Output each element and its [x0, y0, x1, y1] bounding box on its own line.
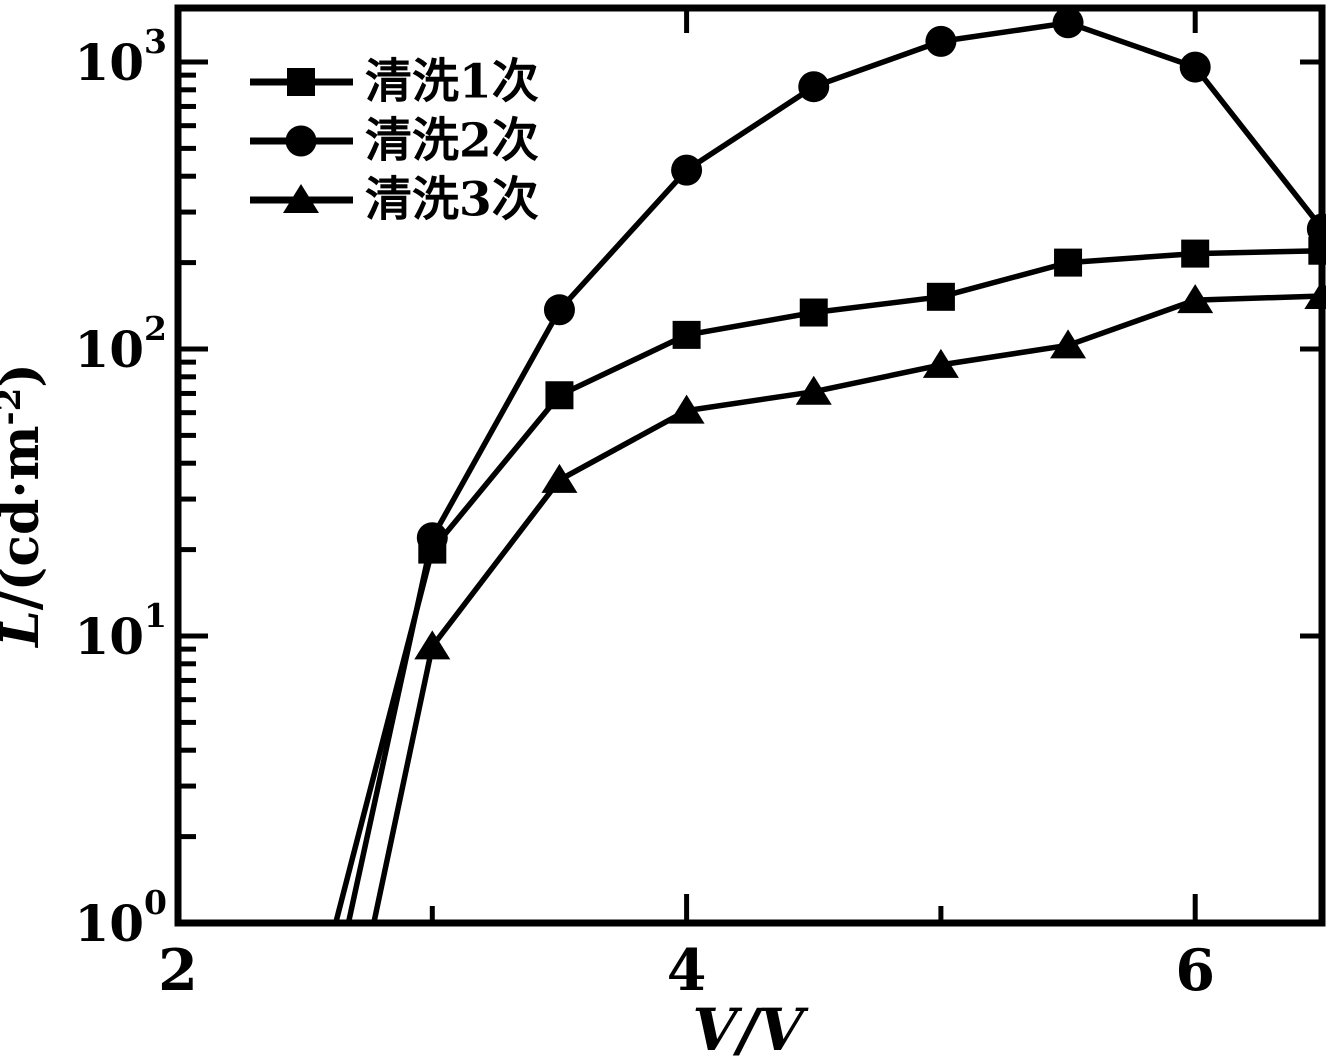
y-axis-title-part-1: /(cd·m	[0, 426, 51, 611]
legend-item-1: 清洗1次	[250, 55, 539, 110]
square-marker-legend-1	[287, 68, 315, 96]
triangle-marker-point-3-3.5	[541, 463, 578, 493]
legend-label-2: 清洗2次	[365, 114, 539, 169]
y-tick-exponent: 3	[144, 22, 167, 61]
square-marker-point-1-4	[672, 320, 701, 349]
y-tick-mantissa: 10	[74, 33, 144, 92]
y-tick-exponent: 1	[144, 596, 167, 635]
y-tick-label-2: 102	[74, 309, 167, 379]
y-tick-label-1: 101	[74, 596, 167, 666]
x-axis-title: V/V	[692, 996, 808, 1061]
triangle-marker-legend-3	[283, 184, 319, 213]
triangle-marker-point-3-4	[668, 394, 705, 424]
y-tick-mantissa: 10	[74, 894, 144, 953]
circle-marker-point-2-4.5	[798, 71, 830, 103]
y-tick-label-0: 100	[74, 883, 167, 953]
y-tick-mantissa: 10	[74, 320, 144, 379]
circle-marker-point-2-3.5	[543, 294, 575, 326]
legend-item-2: 清洗2次	[250, 114, 539, 169]
triangle-marker-point-3-3	[414, 630, 451, 660]
y-tick-exponent: 2	[144, 309, 167, 348]
y-tick-exponent: 0	[144, 883, 167, 922]
y-axis-title-part-2: -2	[0, 388, 29, 426]
series-line-1	[332, 247, 1326, 926]
triangle-marker-point-3-6	[1177, 284, 1214, 314]
x-tick-label-6: 6	[1175, 937, 1215, 1004]
circle-marker-point-2-5	[925, 25, 957, 57]
x-tick-label-4: 4	[667, 937, 707, 1004]
triangle-marker-point-3-5	[922, 348, 959, 378]
series-2-group	[345, 7, 1326, 926]
square-marker-point-1-5	[926, 282, 955, 311]
y-axis-title-part-3: )	[0, 363, 51, 388]
plot-border	[174, 4, 1326, 927]
legend-label-1: 清洗1次	[365, 55, 539, 110]
circle-marker-point-2-4	[671, 154, 703, 186]
circle-marker-point-2-3	[416, 522, 448, 554]
triangle-marker-point-3-5.5	[1050, 329, 1087, 359]
circle-marker-legend-2	[285, 125, 317, 157]
square-marker-point-1-6	[1181, 239, 1210, 268]
x-tick-label-2: 2	[158, 937, 198, 1004]
square-marker-point-1-3.5	[545, 381, 574, 410]
square-marker-point-1-4.5	[799, 298, 828, 327]
y-tick-mantissa: 10	[74, 607, 144, 666]
triangle-marker-point-3-4.5	[795, 375, 832, 405]
square-marker-point-1-5.5	[1054, 248, 1083, 277]
legend-item-3: 清洗3次	[250, 173, 539, 228]
y-tick-label-3: 103	[74, 22, 167, 92]
series-1-group	[332, 236, 1326, 926]
y-axis-title: L/(cd·m-2)	[0, 363, 51, 649]
legend-label-3: 清洗3次	[365, 173, 539, 228]
circle-marker-point-2-5.5	[1052, 7, 1084, 39]
series-3-group	[371, 279, 1326, 926]
circle-marker-point-2-6	[1179, 51, 1211, 83]
y-axis-title-part-0: L	[0, 610, 51, 649]
